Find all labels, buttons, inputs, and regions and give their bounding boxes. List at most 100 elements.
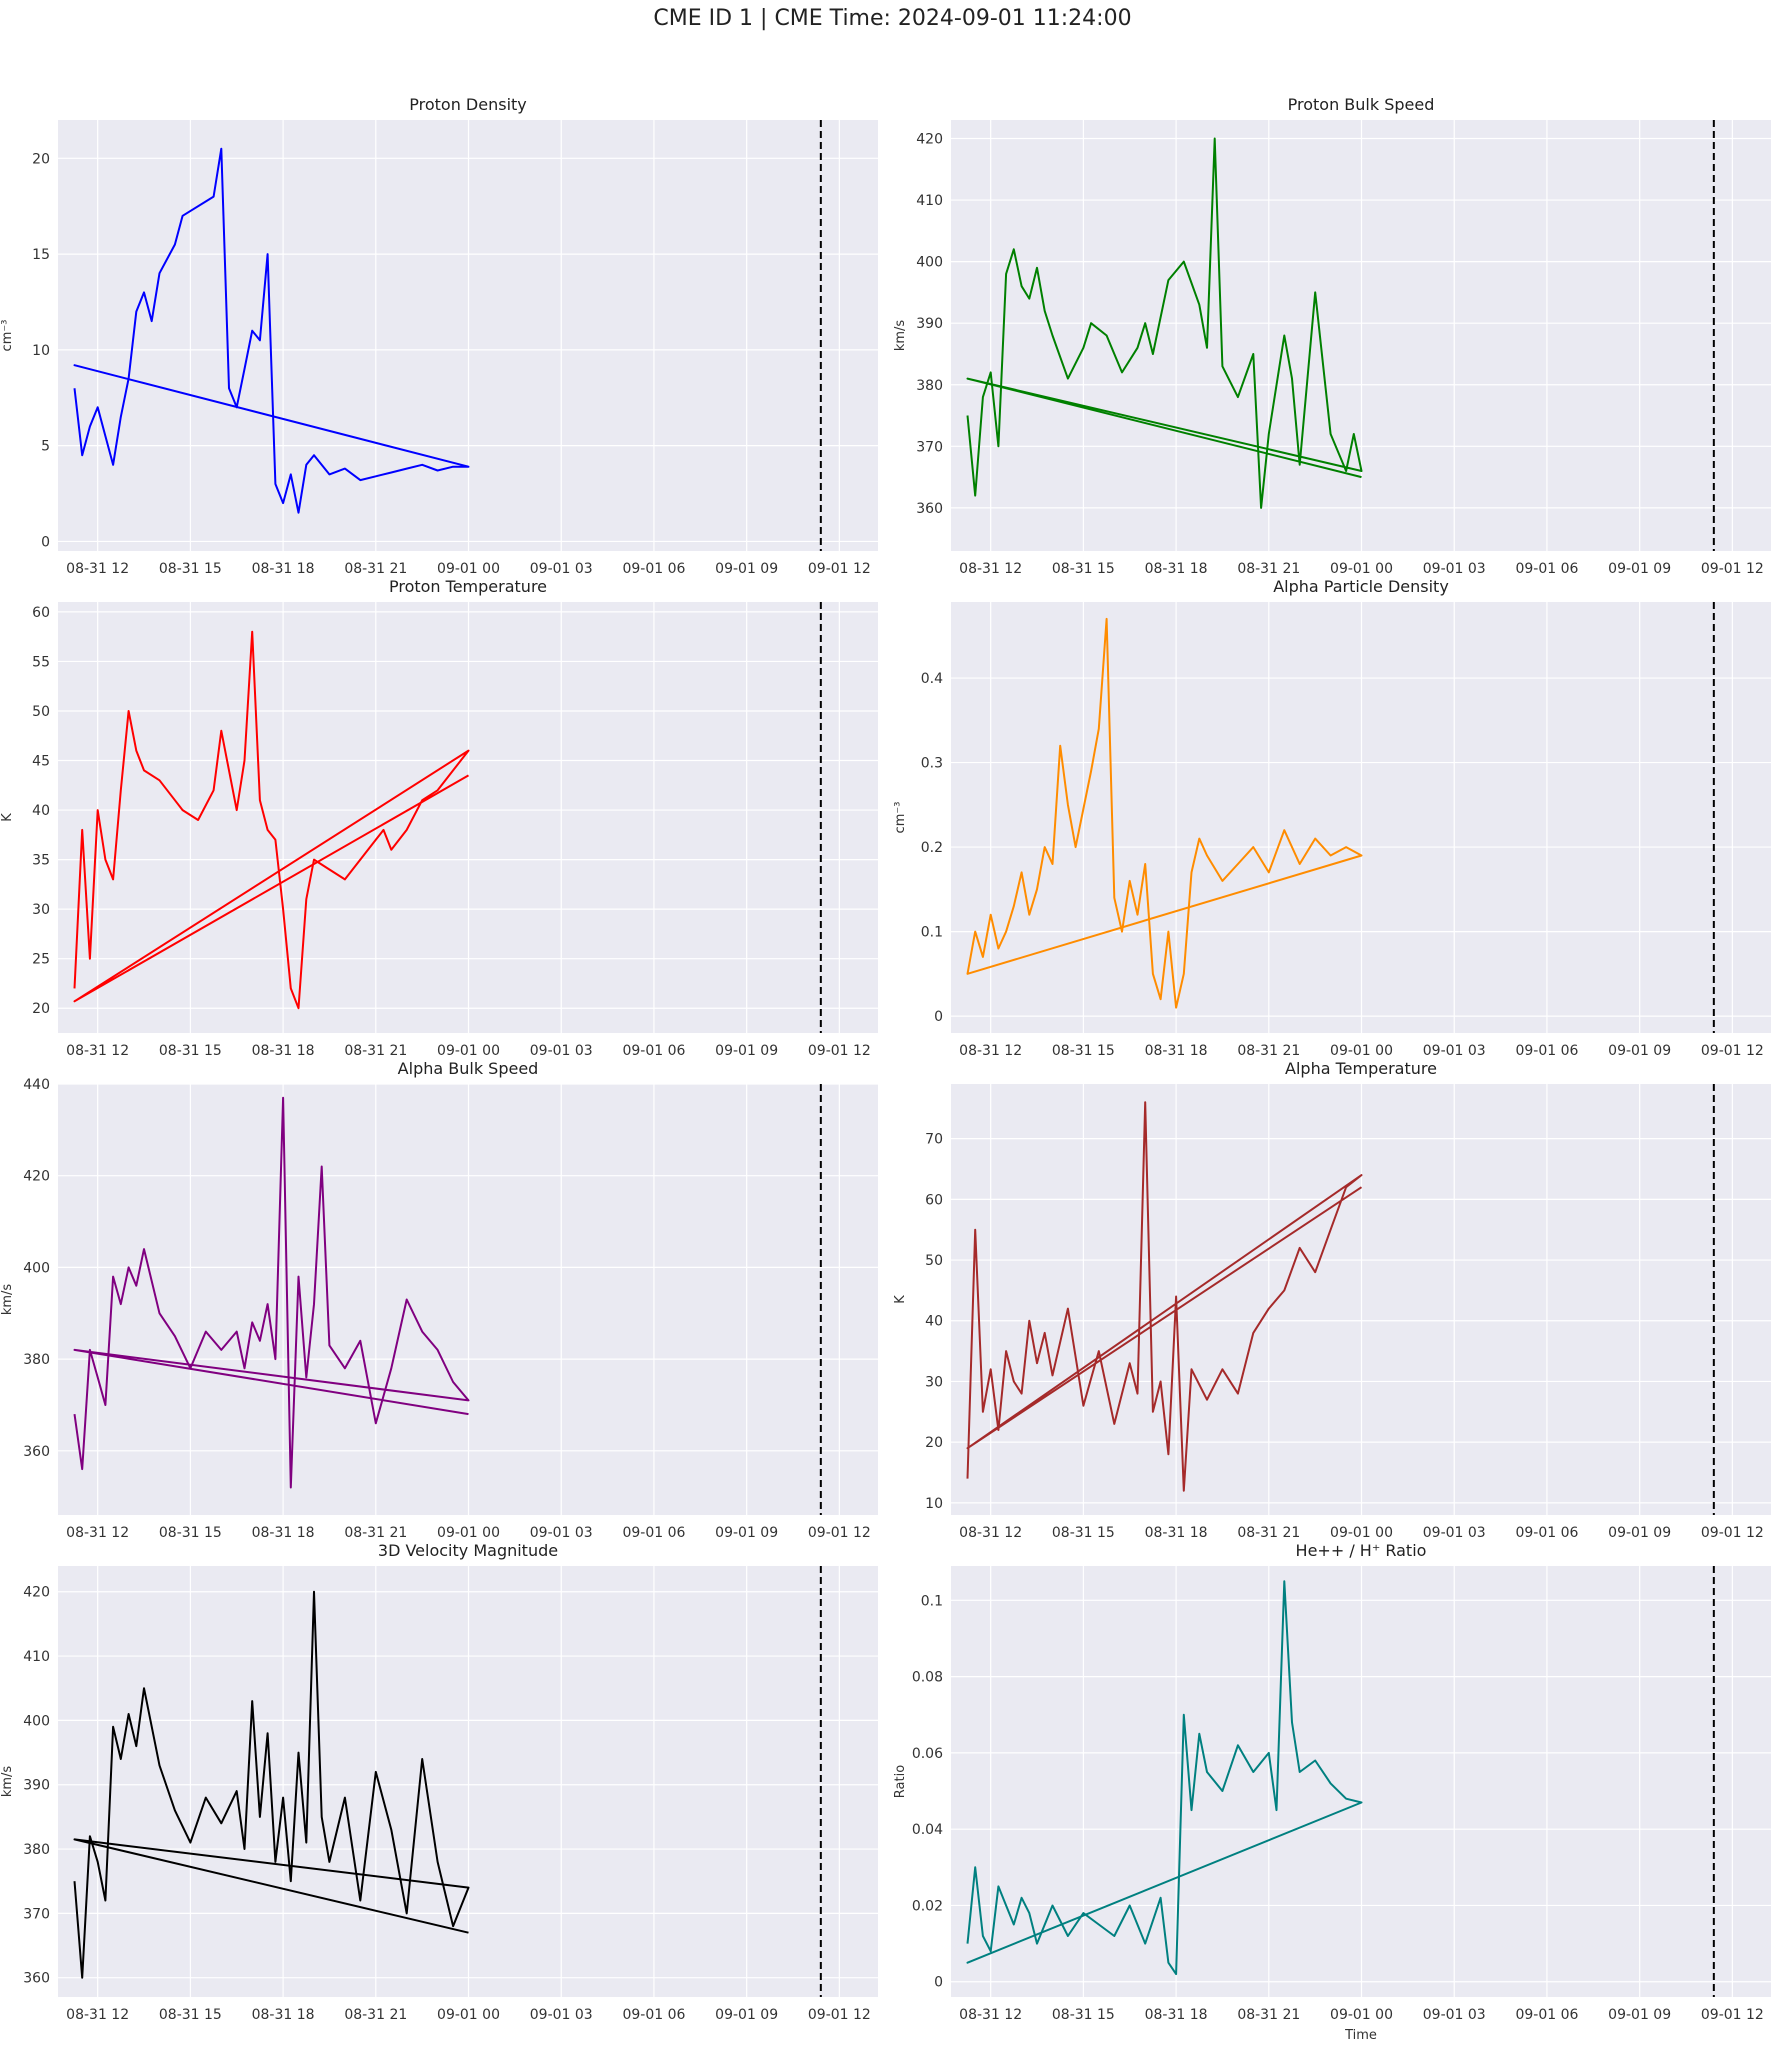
- y-tick-label: 380: [916, 378, 943, 394]
- panel-3: Proton Temperature 08-31 12 08-31 15 08-31 …: [0, 577, 878, 1059]
- x-tick-label: 09-01 12: [808, 1043, 871, 1059]
- x-tick-label: 08-31 12: [959, 1525, 1022, 1541]
- x-tick-label: 08-31 21: [344, 1043, 407, 1059]
- y-tick-label: 35: [32, 853, 50, 869]
- x-tick-label: 08-31 21: [344, 2007, 407, 2023]
- x-tick-label: 08-31 21: [1237, 2007, 1300, 2023]
- y-axis-label: Ratio: [893, 1765, 908, 1798]
- x-tick-label: 09-01 03: [1423, 1043, 1486, 1059]
- y-tick-label: 30: [32, 902, 50, 918]
- y-tick-label: 420: [23, 1169, 50, 1185]
- y-tick-label: 0.08: [912, 1670, 943, 1686]
- y-axis-label: cm⁻³: [0, 320, 15, 352]
- y-tick-label: 0.02: [912, 1898, 943, 1914]
- x-tick-label: 09-01 09: [1608, 561, 1671, 577]
- panel-title: Proton Bulk Speed: [1288, 95, 1435, 114]
- x-tick-label: 09-01 00: [1330, 561, 1393, 577]
- x-tick-label: 08-31 12: [959, 561, 1022, 577]
- series-line: [966, 617, 1363, 1009]
- x-tick-label: 09-01 06: [622, 2007, 685, 2023]
- y-tick-label: 5: [41, 439, 50, 455]
- x-tick-label: 09-01 06: [1515, 1043, 1578, 1059]
- panel-8: He++ / H⁺ Ratio 08-31 12 08-31 15 08-31 18 0…: [893, 1541, 1771, 2043]
- x-tick-label: 09-01 03: [530, 1043, 593, 1059]
- x-tick-label: 09-01 06: [1515, 561, 1578, 577]
- series-line: [73, 1590, 470, 1979]
- x-tick-label: 08-31 18: [1145, 1043, 1208, 1059]
- y-tick-label: 0.3: [921, 756, 943, 772]
- x-tick-label: 09-01 09: [715, 2007, 778, 2023]
- y-tick-label: 20: [32, 151, 50, 167]
- x-tick-label: 09-01 03: [530, 2007, 593, 2023]
- x-tick-label: 08-31 15: [1052, 2007, 1115, 2023]
- x-tick-label: 08-31 21: [1237, 1043, 1300, 1059]
- y-tick-label: 0.1: [921, 1593, 943, 1609]
- x-tick-label: 09-01 00: [437, 1043, 500, 1059]
- y-tick-label: 55: [32, 654, 50, 670]
- x-tick-label: 09-01 03: [1423, 2007, 1486, 2023]
- x-tick-label: 08-31 21: [344, 561, 407, 577]
- x-tick-label: 09-01 06: [1515, 1525, 1578, 1541]
- panel-6: Alpha Temperature 08-31 12 08-31 15 08-31 1…: [893, 1059, 1771, 1541]
- y-tick-label: 50: [32, 704, 50, 720]
- grid: [58, 1083, 878, 1515]
- y-tick-label: 360: [23, 1971, 50, 1987]
- y-tick-label: 400: [916, 255, 943, 271]
- x-tick-label: 08-31 21: [1237, 561, 1300, 577]
- y-tick-label: 10: [925, 1496, 943, 1512]
- x-tick-label: 08-31 18: [252, 561, 315, 577]
- panel-1: Proton Density 08-31 12 08-31 15 08-31 18 08…: [0, 95, 878, 577]
- y-tick-label: 0.4: [921, 671, 943, 687]
- x-tick-label: 09-01 03: [1423, 561, 1486, 577]
- panel-2: Proton Bulk Speed 08-31 12 08-31 15 08-31 1…: [893, 95, 1771, 577]
- x-tick-label: 08-31 18: [252, 2007, 315, 2023]
- y-tick-label: 20: [32, 1001, 50, 1017]
- x-tick-label: 09-01 06: [1515, 2007, 1578, 2023]
- grid: [58, 1566, 878, 1997]
- x-tick-label: 08-31 12: [959, 1043, 1022, 1059]
- x-tick-label: 09-01 06: [622, 1525, 685, 1541]
- x-tick-label: 08-31 18: [1145, 2007, 1208, 2023]
- x-tick-label: 09-01 06: [622, 561, 685, 577]
- x-tick-label: 09-01 00: [1330, 2007, 1393, 2023]
- grid: [951, 602, 1771, 1033]
- y-tick-label: 40: [925, 1314, 943, 1330]
- panel-5: Alpha Bulk Speed 08-31 12 08-31 15 08-31 18…: [0, 1059, 878, 1541]
- x-tick-label: 08-31 12: [66, 1525, 129, 1541]
- x-tick-label: 09-01 09: [1608, 1525, 1671, 1541]
- x-tick-label: 08-31 21: [344, 1525, 407, 1541]
- x-tick-label: 08-31 15: [1052, 561, 1115, 577]
- x-tick-label: 08-31 15: [1052, 1525, 1115, 1541]
- x-tick-label: 08-31 21: [1237, 1525, 1300, 1541]
- x-tick-label: 09-01 12: [1701, 1043, 1764, 1059]
- x-tick-label: 08-31 15: [1052, 1043, 1115, 1059]
- y-tick-label: 15: [32, 247, 50, 263]
- y-axis-label: cm⁻³: [893, 802, 908, 834]
- panel-7: 3D Velocity Magnitude 08-31 12 08-31 15 08-…: [0, 1541, 878, 2023]
- y-axis-label: km/s: [0, 1284, 15, 1316]
- x-tick-label: 09-01 09: [715, 1525, 778, 1541]
- x-tick-label: 09-01 12: [808, 561, 871, 577]
- y-tick-label: 400: [23, 1713, 50, 1729]
- y-tick-label: 30: [925, 1374, 943, 1390]
- x-tick-label: 09-01 09: [715, 1043, 778, 1059]
- y-tick-label: 25: [32, 952, 50, 968]
- y-tick-label: 0: [41, 534, 50, 550]
- grid: [58, 602, 878, 1033]
- panel-title: Proton Temperature: [389, 577, 547, 596]
- y-tick-label: 370: [23, 1906, 50, 1922]
- x-tick-label: 08-31 15: [159, 1525, 222, 1541]
- y-tick-label: 420: [23, 1585, 50, 1601]
- x-tick-label: 08-31 18: [1145, 1525, 1208, 1541]
- y-tick-label: 0: [934, 1009, 943, 1025]
- x-tick-label: 09-01 12: [1701, 2007, 1764, 2023]
- x-tick-label: 09-01 09: [1608, 2007, 1671, 2023]
- x-tick-label: 09-01 09: [1608, 1043, 1671, 1059]
- x-tick-label: 09-01 03: [530, 561, 593, 577]
- panel-title: He++ / H⁺ Ratio: [1296, 1541, 1427, 1560]
- y-axis-label: K: [0, 813, 15, 822]
- y-tick-label: 440: [23, 1077, 50, 1093]
- figure-title: CME ID 1 | CME Time: 2024-09-01 11:24:00: [653, 6, 1132, 31]
- y-tick-label: 0.2: [921, 840, 943, 856]
